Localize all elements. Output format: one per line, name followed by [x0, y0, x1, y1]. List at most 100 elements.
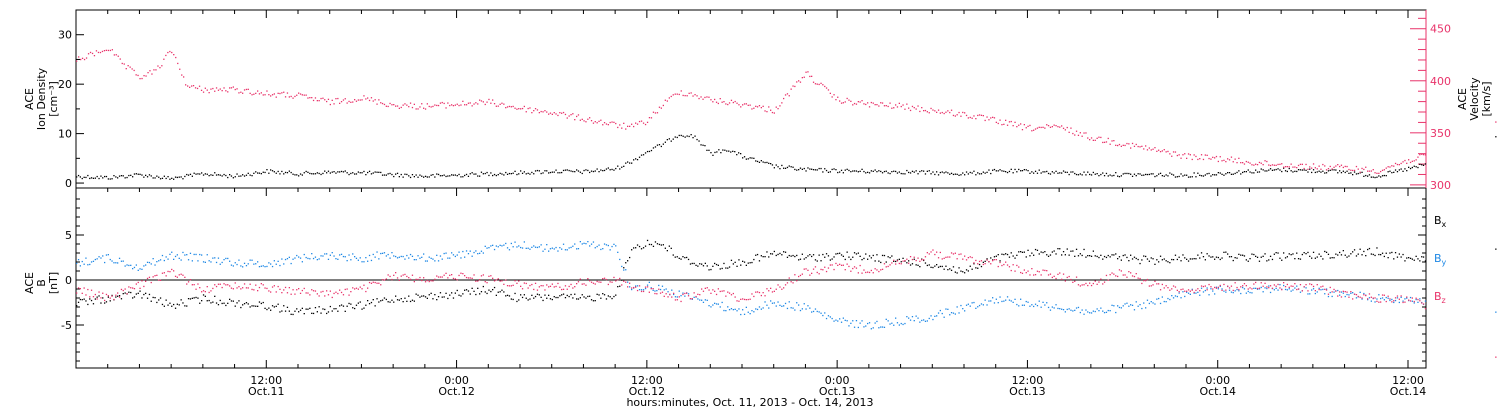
- ion-density-point: [1165, 174, 1167, 176]
- bx-point: [693, 262, 695, 265]
- velocity-point: [121, 62, 123, 65]
- ion-density-point: [792, 166, 794, 168]
- by-point: [255, 263, 257, 265]
- by-point: [1148, 302, 1150, 305]
- by-point: [484, 245, 486, 247]
- velocity-point: [700, 96, 702, 98]
- bz-point: [947, 256, 949, 258]
- ion-density-point: [215, 174, 218, 176]
- bx-point: [1165, 260, 1167, 262]
- ion-density-point: [180, 176, 182, 178]
- by-point: [807, 305, 809, 307]
- velocity-point: [279, 92, 281, 95]
- bz-point: [952, 253, 955, 255]
- ion-density-point: [615, 167, 617, 170]
- bx-point: [260, 302, 262, 305]
- by-point: [941, 312, 943, 315]
- velocity-point: [525, 111, 527, 113]
- velocity-point: [743, 103, 746, 105]
- by-point: [230, 264, 233, 266]
- velocity-point: [1165, 151, 1167, 153]
- by-point: [1117, 305, 1119, 307]
- bz-point: [1247, 288, 1249, 290]
- velocity-point: [1312, 163, 1315, 165]
- velocity-point: [919, 110, 921, 113]
- bx-point: [613, 295, 615, 298]
- by-point: [755, 308, 757, 310]
- velocity-point: [934, 110, 936, 112]
- bx-point: [201, 300, 203, 302]
- bz-point: [139, 287, 141, 289]
- velocity-point: [129, 66, 131, 68]
- velocity-point: [727, 103, 729, 106]
- ion-density-point: [1303, 169, 1305, 171]
- bz-point: [930, 251, 932, 253]
- bz-point: [693, 292, 695, 294]
- bx-point: [111, 294, 113, 297]
- by-point: [396, 257, 399, 259]
- by-point: [514, 241, 516, 243]
- bz-point: [706, 287, 708, 289]
- velocity-point: [1096, 137, 1098, 139]
- bx-point: [424, 296, 427, 298]
- legend: Bx By Bz: [1434, 214, 1447, 305]
- by-point: [143, 265, 145, 267]
- bx-point: [1120, 259, 1122, 261]
- ion-density-point: [1223, 174, 1225, 176]
- ion-density-point: [1018, 168, 1020, 171]
- ion-density-point: [924, 173, 927, 175]
- bz-point: [635, 286, 637, 288]
- bx-point: [945, 265, 947, 267]
- velocity-point: [1199, 158, 1201, 160]
- bz-point: [165, 275, 167, 277]
- bx-point: [712, 265, 714, 267]
- ion-density-point: [816, 169, 818, 171]
- bx-point: [1324, 250, 1326, 253]
- ion-density-point: [960, 174, 962, 176]
- by-point: [779, 304, 781, 306]
- bz-point: [443, 274, 445, 276]
- ion-density-point: [1133, 173, 1136, 175]
- velocity-point: [831, 96, 833, 98]
- velocity-point: [576, 115, 578, 118]
- velocity-point: [480, 100, 483, 102]
- ion-density-point: [76, 176, 78, 178]
- bx-point: [781, 254, 783, 256]
- by-point: [1006, 296, 1009, 298]
- velocity-point: [889, 102, 891, 104]
- by-point: [117, 262, 119, 264]
- by-point: [367, 260, 369, 262]
- bz-point: [676, 299, 678, 301]
- bz-point: [557, 282, 559, 285]
- bz-point: [1014, 270, 1016, 272]
- bz-point: [1374, 297, 1376, 299]
- bx-point: [488, 289, 490, 291]
- bx-point: [1301, 253, 1303, 256]
- by-point: [387, 253, 389, 256]
- bx-point: [1283, 252, 1285, 254]
- ion-density-point: [716, 151, 718, 153]
- velocity-point: [792, 85, 794, 87]
- velocity-point: [568, 115, 570, 117]
- velocity-point: [805, 71, 807, 73]
- bx-point: [887, 256, 889, 258]
- ion-density-point: [445, 175, 447, 178]
- ion-density-point: [380, 171, 382, 174]
- bz-point: [240, 288, 242, 290]
- ion-density-point: [1085, 174, 1087, 176]
- velocity-point: [1111, 140, 1113, 142]
- by-point: [978, 304, 981, 307]
- by-point: [702, 301, 705, 303]
- velocity-point: [1208, 157, 1210, 160]
- velocity-point: [510, 106, 512, 108]
- ion-density-point: [936, 171, 938, 173]
- bz-point: [902, 260, 904, 262]
- bz-point: [1117, 275, 1119, 278]
- bottom-left-y-tick-label: 0: [65, 274, 72, 287]
- by-point: [1105, 311, 1108, 313]
- velocity-point: [542, 111, 544, 113]
- by-point: [85, 257, 87, 259]
- by-point: [506, 247, 509, 249]
- bx-point: [794, 255, 796, 258]
- bz-point: [728, 292, 731, 294]
